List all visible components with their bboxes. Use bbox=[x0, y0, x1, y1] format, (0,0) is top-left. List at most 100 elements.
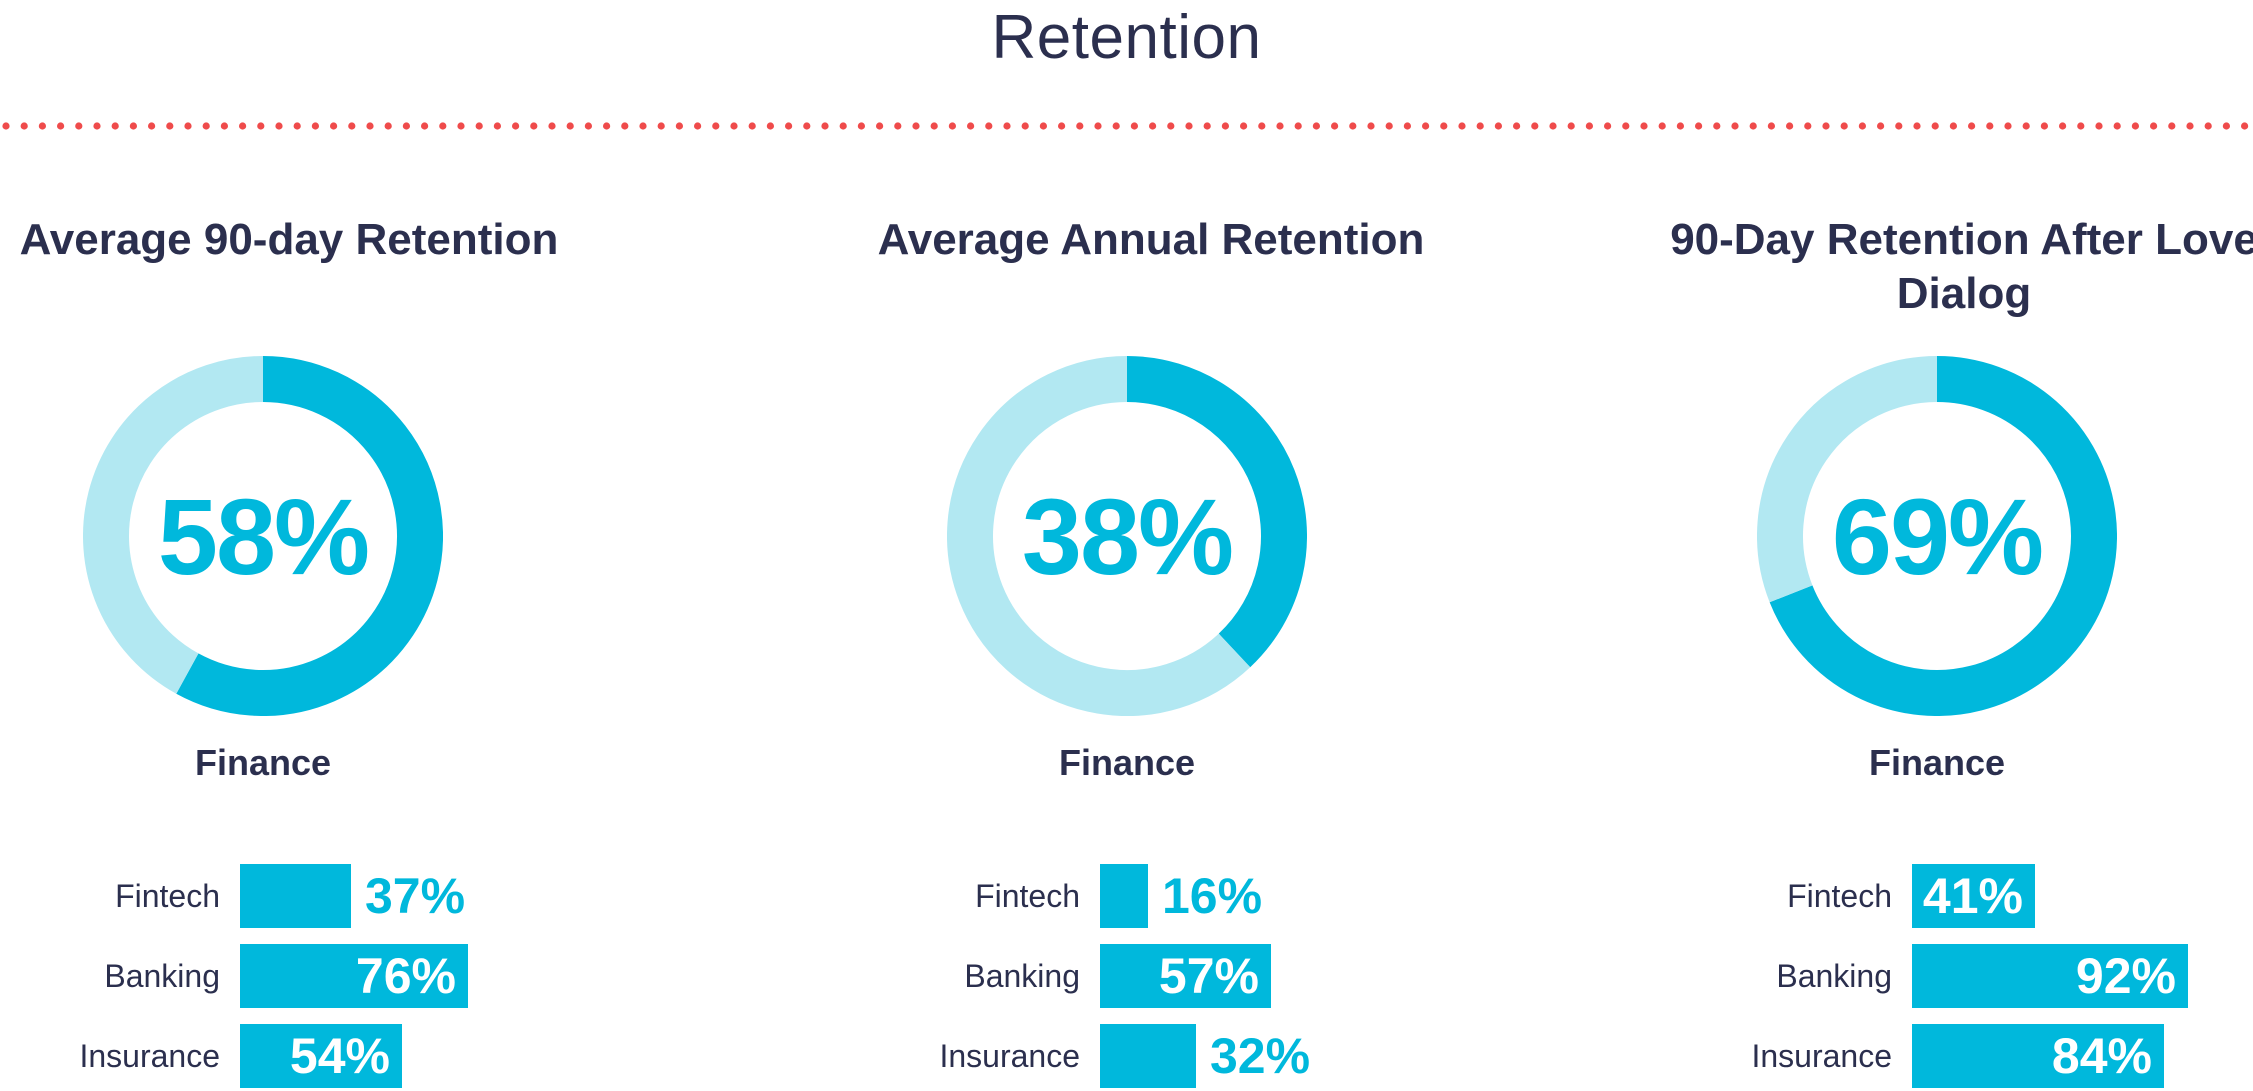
divider-dot bbox=[38, 122, 47, 130]
divider-dot bbox=[785, 122, 793, 130]
donut-chart-love-dialog: 69% bbox=[1757, 356, 2117, 716]
donut-slice-remaining bbox=[1757, 356, 1938, 603]
divider-dot bbox=[675, 122, 684, 130]
bar-chart-love-dialog: Fintech 41% Banking 92% Insurance 84% bbox=[1672, 858, 2253, 1088]
divider-dot bbox=[1258, 122, 1266, 130]
divider-dot bbox=[876, 122, 884, 130]
divider-dot bbox=[1713, 122, 1721, 130]
divider-dot bbox=[1494, 122, 1502, 130]
page-title: Retention bbox=[991, 3, 1262, 72]
divider-dot bbox=[348, 122, 356, 130]
donut-slice-remaining bbox=[947, 356, 1251, 716]
bar-category-label: Fintech bbox=[115, 878, 220, 914]
divider-dot bbox=[985, 122, 993, 130]
divider-dot bbox=[2, 122, 10, 130]
divider-dot bbox=[584, 122, 593, 130]
divider-dot bbox=[1731, 122, 1739, 130]
divider-dot bbox=[2059, 122, 2067, 130]
bar bbox=[1100, 1024, 1196, 1088]
divider-dot bbox=[2095, 122, 2103, 130]
divider-dot bbox=[57, 122, 65, 130]
divider-dot bbox=[2040, 122, 2048, 130]
divider-dot bbox=[694, 122, 702, 130]
divider-dot bbox=[1312, 122, 1320, 130]
divider-dot bbox=[1695, 122, 1703, 130]
divider-dot bbox=[1058, 122, 1066, 130]
divider-dot bbox=[129, 122, 137, 130]
bar bbox=[1912, 864, 2035, 928]
divider-dot bbox=[1203, 122, 1211, 130]
divider-dot bbox=[1822, 122, 1830, 130]
divider-dot bbox=[2022, 122, 2030, 130]
bar-category-label: Banking bbox=[104, 958, 220, 994]
divider-dot bbox=[1676, 122, 1684, 130]
bar-value-label: 76% bbox=[356, 948, 456, 1004]
divider-dot bbox=[2150, 122, 2158, 130]
divider-dot bbox=[1003, 122, 1011, 130]
divider-dot bbox=[1567, 122, 1575, 130]
divider-dot bbox=[2004, 122, 2012, 130]
divider-dot bbox=[821, 122, 829, 130]
divider-dot bbox=[1221, 122, 1229, 130]
divider-dot bbox=[330, 122, 338, 130]
bar bbox=[240, 1024, 402, 1088]
dotted-divider bbox=[2, 122, 2249, 130]
divider-dot bbox=[803, 122, 811, 130]
divider-dot bbox=[511, 122, 520, 130]
divider-dot bbox=[166, 122, 174, 130]
divider-dot bbox=[1767, 122, 1775, 130]
divider-dot bbox=[1531, 122, 1539, 130]
divider-dot bbox=[275, 122, 283, 130]
divider-dot bbox=[1986, 122, 1994, 130]
divider-dot bbox=[220, 122, 228, 130]
panel-title-90-day: Average 90-day Retention bbox=[19, 215, 559, 264]
divider-dot bbox=[111, 122, 119, 130]
bar bbox=[1100, 944, 1271, 1008]
divider-dot bbox=[1185, 122, 1193, 130]
divider-dot bbox=[967, 122, 975, 130]
divider-dot bbox=[384, 122, 392, 130]
divider-dot bbox=[93, 122, 101, 130]
divider-dot bbox=[1640, 122, 1648, 130]
divider-dot bbox=[639, 122, 647, 130]
divider-dot bbox=[1167, 122, 1175, 130]
divider-dot bbox=[566, 122, 574, 130]
divider-dot bbox=[948, 122, 957, 130]
bar-category-label: Banking bbox=[1776, 958, 1892, 994]
donut-slice-remaining bbox=[83, 356, 264, 694]
divider-dot bbox=[839, 122, 847, 130]
divider-dot bbox=[421, 122, 429, 130]
divider-dot bbox=[1331, 122, 1339, 130]
divider-dot bbox=[621, 122, 629, 130]
divider-dot bbox=[1422, 122, 1430, 130]
bar-category-label: Banking bbox=[964, 958, 1080, 994]
divider-dot bbox=[2131, 122, 2139, 130]
panel-title-love-dialog: 90-Day Retention After Love Dialog bbox=[1670, 215, 2253, 318]
divider-dot bbox=[1913, 122, 1921, 130]
divider-dot bbox=[1276, 122, 1284, 130]
bar bbox=[240, 864, 351, 928]
divider-dot bbox=[1240, 122, 1248, 130]
bar-value-label: 57% bbox=[1159, 948, 1259, 1004]
bar-category-label: Fintech bbox=[1787, 878, 1892, 914]
bar-value-label: 54% bbox=[290, 1028, 390, 1084]
divider-dot bbox=[239, 122, 247, 130]
divider-dot bbox=[1786, 122, 1794, 130]
divider-dot bbox=[1476, 122, 1484, 130]
divider-dot bbox=[2222, 122, 2230, 130]
bar-category-label: Insurance bbox=[939, 1038, 1080, 1074]
divider-dot bbox=[857, 122, 866, 130]
bar bbox=[1912, 1024, 2164, 1088]
divider-dot bbox=[311, 122, 319, 130]
panel-title-annual: Average Annual Retention bbox=[877, 215, 1425, 264]
divider-dot bbox=[2077, 122, 2085, 130]
divider-dot bbox=[1658, 122, 1666, 130]
divider-dot bbox=[1622, 122, 1630, 130]
bar-chart-90-day: Fintech 37% Banking 76% Insurance 54% bbox=[0, 858, 760, 1088]
divider-dot bbox=[1367, 122, 1375, 130]
divider-dot bbox=[1877, 122, 1885, 130]
divider-dot bbox=[293, 122, 301, 130]
divider-dot bbox=[439, 122, 447, 130]
bar-category-label: Insurance bbox=[79, 1038, 220, 1074]
divider-dot bbox=[548, 122, 556, 130]
